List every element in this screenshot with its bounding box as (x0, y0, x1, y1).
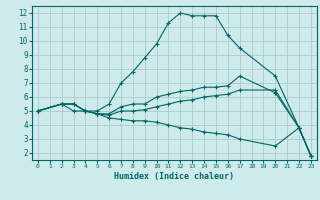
X-axis label: Humidex (Indice chaleur): Humidex (Indice chaleur) (115, 172, 234, 181)
